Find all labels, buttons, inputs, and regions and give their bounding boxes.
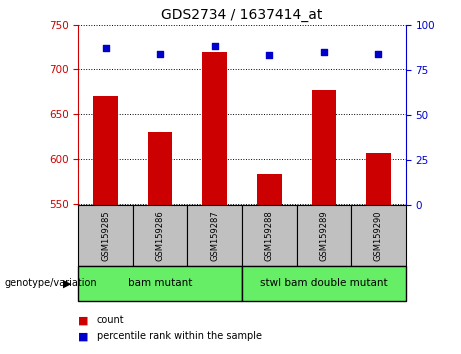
Bar bbox=[188, 205, 242, 266]
Text: ■: ■ bbox=[78, 331, 89, 341]
Text: GSM159290: GSM159290 bbox=[374, 210, 383, 261]
Point bbox=[320, 49, 327, 55]
Bar bbox=[242, 266, 406, 301]
Bar bbox=[312, 90, 336, 205]
Text: GSM159289: GSM159289 bbox=[319, 210, 328, 261]
Bar bbox=[242, 205, 296, 266]
Text: GSM159288: GSM159288 bbox=[265, 210, 274, 261]
Bar bbox=[94, 96, 118, 205]
Text: ■: ■ bbox=[78, 315, 89, 325]
Point bbox=[211, 44, 219, 49]
Bar bbox=[148, 132, 172, 205]
Bar bbox=[351, 205, 406, 266]
Bar bbox=[257, 174, 282, 205]
Text: GSM159285: GSM159285 bbox=[101, 210, 110, 261]
Bar bbox=[202, 52, 227, 205]
Bar bbox=[133, 205, 188, 266]
Point bbox=[157, 51, 164, 57]
Text: genotype/variation: genotype/variation bbox=[5, 278, 97, 288]
Text: bam mutant: bam mutant bbox=[128, 278, 192, 288]
Point bbox=[266, 53, 273, 58]
Text: count: count bbox=[97, 315, 124, 325]
Text: GSM159286: GSM159286 bbox=[156, 210, 165, 261]
Text: ▶: ▶ bbox=[63, 278, 71, 288]
Text: GSM159287: GSM159287 bbox=[210, 210, 219, 261]
Bar bbox=[78, 266, 242, 301]
Bar bbox=[78, 205, 133, 266]
Point bbox=[102, 45, 109, 51]
Text: stwl bam double mutant: stwl bam double mutant bbox=[260, 278, 388, 288]
Text: percentile rank within the sample: percentile rank within the sample bbox=[97, 331, 262, 341]
Point bbox=[375, 51, 382, 57]
Bar bbox=[366, 153, 390, 205]
Title: GDS2734 / 1637414_at: GDS2734 / 1637414_at bbox=[161, 8, 323, 22]
Bar bbox=[296, 205, 351, 266]
